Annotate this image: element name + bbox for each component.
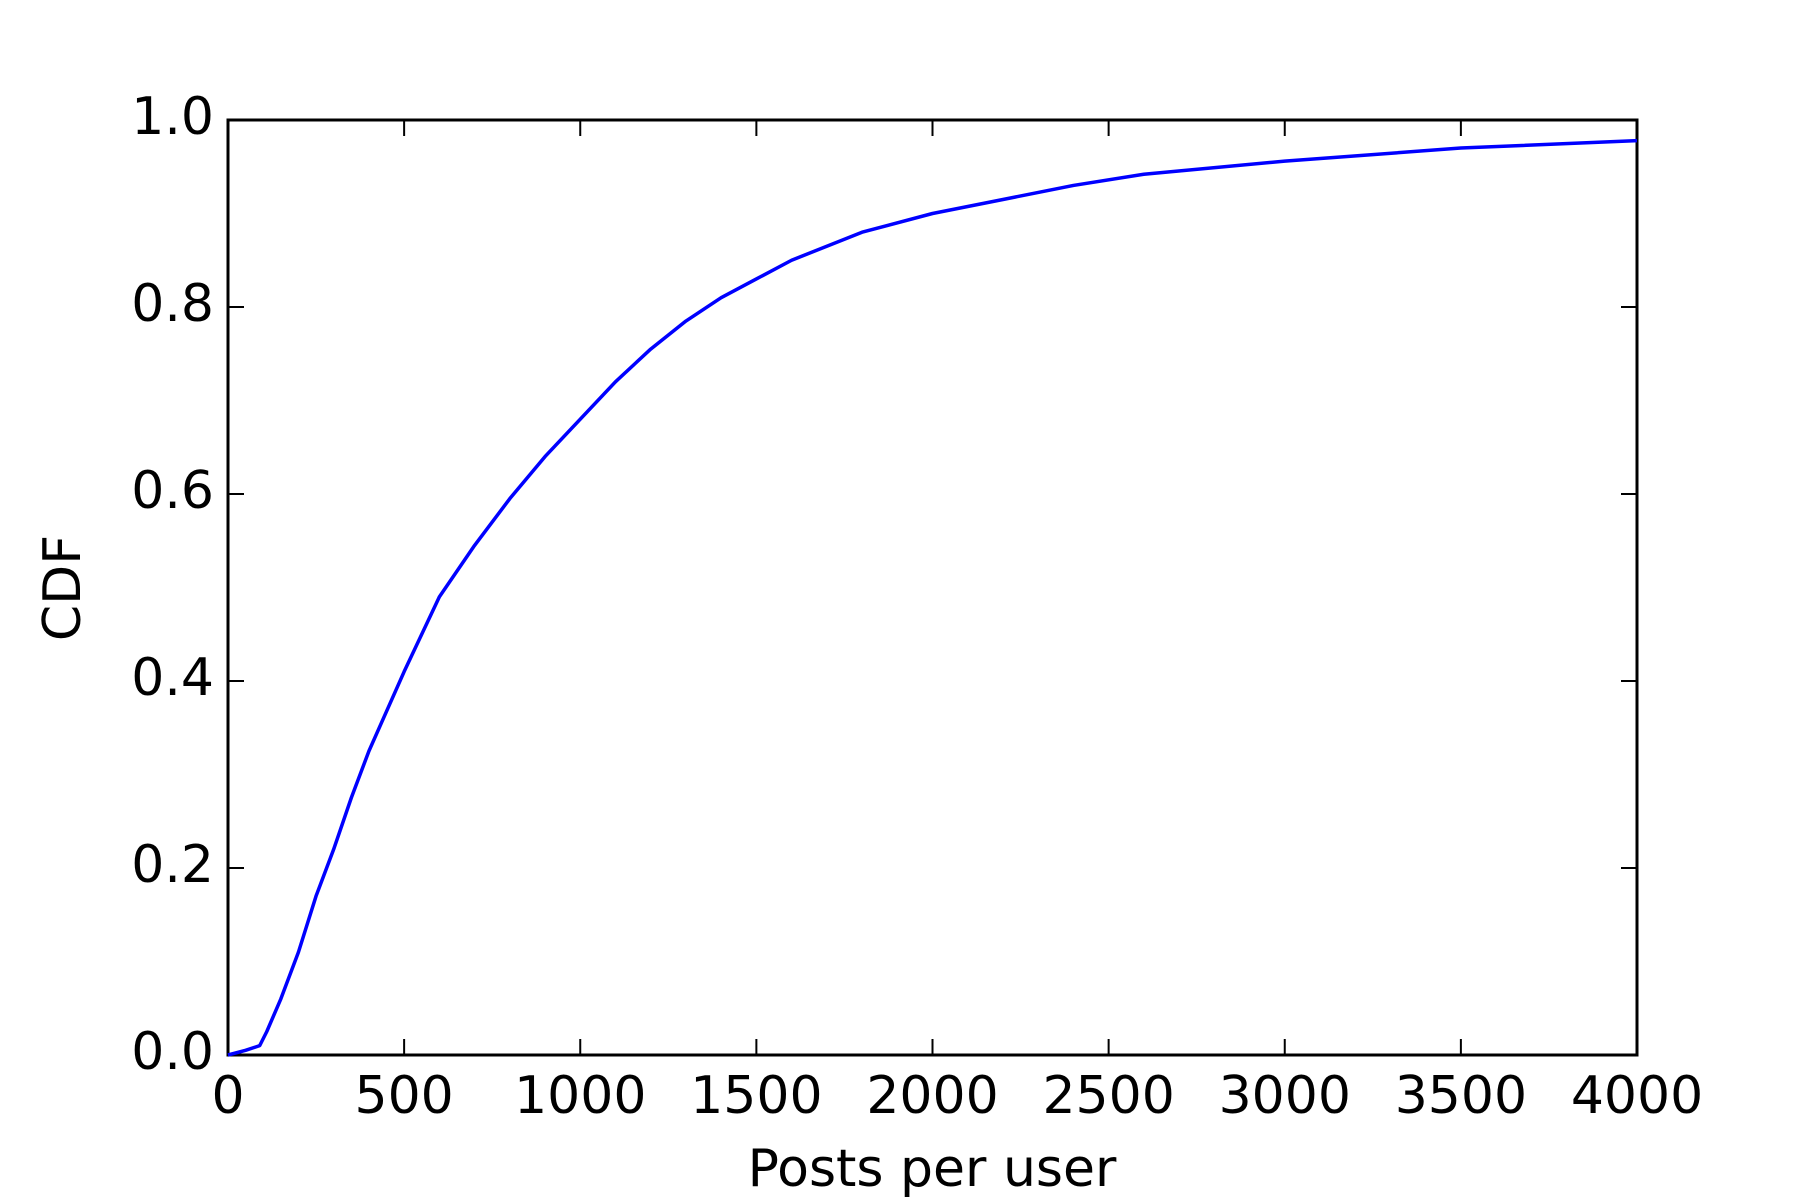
x-tick-label: 3000 bbox=[1219, 1066, 1351, 1126]
x-tick-label: 2000 bbox=[866, 1066, 998, 1126]
y-tick-label: 1.0 bbox=[131, 87, 214, 147]
x-tick-label: 3500 bbox=[1395, 1066, 1527, 1126]
x-axis-label: Posts per user bbox=[748, 1139, 1117, 1199]
y-tick-label: 0.4 bbox=[131, 648, 214, 708]
x-tick-label: 500 bbox=[354, 1066, 453, 1126]
x-tick-label: 0 bbox=[211, 1066, 244, 1126]
x-tick-label: 1500 bbox=[690, 1066, 822, 1126]
axes-frame bbox=[226, 118, 1639, 1057]
y-tick-label: 0.2 bbox=[131, 835, 214, 895]
data-line bbox=[227, 138, 1638, 1057]
y-tick-label: 0.8 bbox=[131, 274, 214, 334]
y-axis-label: CDF bbox=[33, 535, 93, 641]
y-tick-label: 0.0 bbox=[131, 1022, 214, 1082]
x-tick-label: 1000 bbox=[514, 1066, 646, 1126]
x-tick-label: 4000 bbox=[1571, 1066, 1703, 1126]
x-tick-label: 2500 bbox=[1042, 1066, 1174, 1126]
y-tick-label: 0.6 bbox=[131, 461, 214, 521]
